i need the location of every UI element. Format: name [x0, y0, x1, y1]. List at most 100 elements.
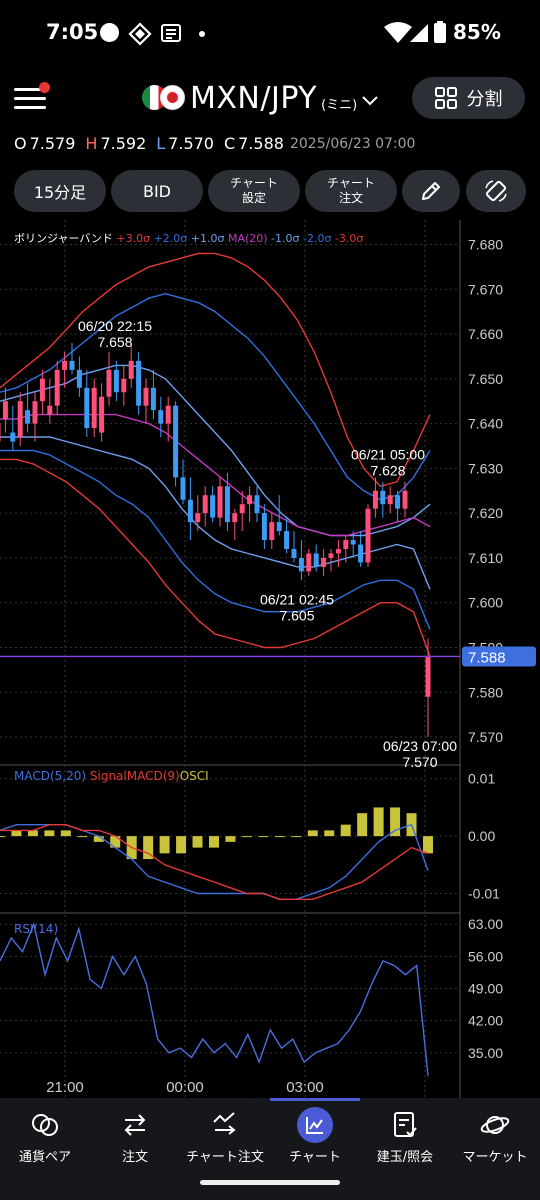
- rsi-tick-label: 63.00: [468, 916, 503, 932]
- timeframe-button[interactable]: 15分足: [14, 170, 106, 212]
- price-tick-label: 7.670: [468, 281, 503, 297]
- candle-body: [180, 477, 186, 500]
- battery-icon: [434, 21, 446, 43]
- osci-bar: [390, 807, 401, 837]
- chart-settings-label-line2: 設定: [241, 191, 266, 205]
- home-indicator[interactable]: [200, 1180, 340, 1185]
- nav-currency-pairs[interactable]: 通貨ペア: [0, 1104, 90, 1168]
- osci-bar: [324, 830, 335, 837]
- ohlc-row: O 7.579 H 7.592 L 7.570 C 7.588 2025/06/23 0…: [14, 134, 415, 153]
- osci-bar: [93, 836, 104, 842]
- candle-body: [239, 504, 245, 514]
- chart-canvas[interactable]: 7.680 7.670 7.660 7.650 7.640 7.630 7.620 7.610…: [0, 220, 540, 1100]
- document-check-icon: [394, 1112, 417, 1137]
- legend-entry: SignalMACD(9): [86, 769, 180, 783]
- price-tick-label: 7.580: [468, 684, 503, 700]
- candle-body: [165, 405, 171, 424]
- candle-body: [261, 513, 267, 541]
- rsi-tick-label: 35.00: [468, 1045, 503, 1061]
- annotation-time: 06/23 07:00: [383, 738, 457, 754]
- chart-settings-button[interactable]: チャート 設定: [208, 170, 300, 212]
- rsi-tick-label: 56.00: [468, 948, 503, 964]
- close-value: C 7.588: [223, 134, 284, 153]
- candle-body: [328, 553, 334, 558]
- split-view-button[interactable]: 分割: [412, 77, 525, 119]
- candle-body: [291, 548, 297, 558]
- legend-entry: -2.0σ: [303, 232, 335, 245]
- candle-body: [10, 432, 16, 442]
- swap-arrows-icon: [124, 1114, 146, 1136]
- osci-bar: [291, 836, 302, 838]
- annotation-price: 7.658: [97, 334, 132, 350]
- menu-button[interactable]: [14, 82, 50, 110]
- osci-bar: [373, 807, 384, 837]
- chart-order-button[interactable]: チャート 注文: [305, 170, 397, 212]
- candle-body: [195, 513, 201, 523]
- chart-toolbar: 15分足 BID チャート 設定 チャート 注文: [14, 170, 526, 212]
- candle-body: [69, 360, 75, 370]
- timeframe-label: 15分足: [33, 183, 87, 202]
- osci-bar: [143, 836, 154, 860]
- notification-circle-icon: [100, 23, 119, 42]
- candle-body: [254, 495, 260, 514]
- candle-body: [128, 360, 134, 379]
- osci-bar: [159, 836, 170, 854]
- bollinger-legend: ボリンジャーバンド +3.0σ +2.0σ +1.0σ MA(20) -1.0σ…: [14, 232, 363, 245]
- nav-market[interactable]: マーケット: [450, 1104, 540, 1168]
- price-tick-label: 7.640: [468, 416, 503, 432]
- rsi-tick-label: 49.00: [468, 981, 503, 997]
- active-tab-indicator: [270, 1098, 360, 1101]
- cell-signal-icon: [410, 24, 428, 42]
- diamond-app-icon: [128, 22, 152, 46]
- notification-badge: [39, 82, 50, 93]
- chevron-down-icon: [362, 96, 378, 106]
- nav-chart[interactable]: チャート: [270, 1104, 360, 1168]
- grid-icon: [434, 87, 457, 109]
- macd-tick-label: 0.00: [468, 828, 495, 844]
- candle-body: [84, 387, 90, 429]
- osci-bar: [274, 836, 285, 838]
- candle-body: [143, 387, 149, 406]
- candle-body: [232, 513, 238, 523]
- time-tick-label: 21:00: [46, 1079, 84, 1096]
- price-tick-label: 7.600: [468, 595, 503, 611]
- chart-order-label-line2: 注文: [338, 191, 363, 205]
- legend-entry: +1.0σ: [191, 232, 228, 245]
- candle-body: [395, 495, 401, 509]
- candle-body: [47, 405, 53, 415]
- candle-body: [372, 490, 378, 509]
- split-view-label: 分割: [466, 89, 503, 110]
- rsi-legend: RSI(14): [14, 922, 58, 936]
- bollinger-band-p3: [0, 252, 431, 488]
- ohlc-datetime: 2025/06/23 07:00: [289, 136, 416, 152]
- price-type-button[interactable]: BID: [111, 170, 203, 212]
- macd-tick-label: 0.01: [468, 771, 495, 787]
- nav-chart-order[interactable]: チャート注文: [180, 1104, 270, 1168]
- battery-percent: 85%: [453, 20, 501, 44]
- currency-pair-icon: [32, 1114, 58, 1136]
- nav-order[interactable]: 注文: [90, 1104, 180, 1168]
- pair-name: MXN/JPY: [190, 80, 318, 116]
- price-tick-label: 7.620: [468, 505, 503, 521]
- candle-body: [106, 369, 112, 397]
- draw-tool-button[interactable]: [402, 170, 460, 212]
- nav-positions[interactable]: 建玉/照会: [360, 1104, 450, 1168]
- candle-body: [313, 553, 319, 567]
- pair-selector[interactable]: MXN/JPY (ミニ): [142, 78, 379, 118]
- chart-area[interactable]: 7.680 7.670 7.660 7.650 7.640 7.630 7.620 7.610…: [0, 220, 540, 1100]
- candle-body: [358, 544, 364, 563]
- low-value: L 7.570: [156, 134, 214, 153]
- annotation-price: 7.570: [402, 754, 437, 770]
- price-type-label: BID: [142, 181, 171, 201]
- candle-body: [150, 387, 156, 411]
- candle-body: [202, 495, 208, 514]
- candle-body: [335, 548, 341, 554]
- rotate-screen-button[interactable]: [466, 170, 526, 212]
- price-tick-label: 7.680: [468, 236, 503, 252]
- nav-label: チャート: [289, 1150, 341, 1165]
- osci-bar: [110, 836, 121, 848]
- nav-label: 建玉/照会: [376, 1150, 434, 1165]
- candle-body: [284, 531, 290, 549]
- candle-body: [113, 369, 119, 393]
- bollinger-band-m2: [0, 449, 431, 630]
